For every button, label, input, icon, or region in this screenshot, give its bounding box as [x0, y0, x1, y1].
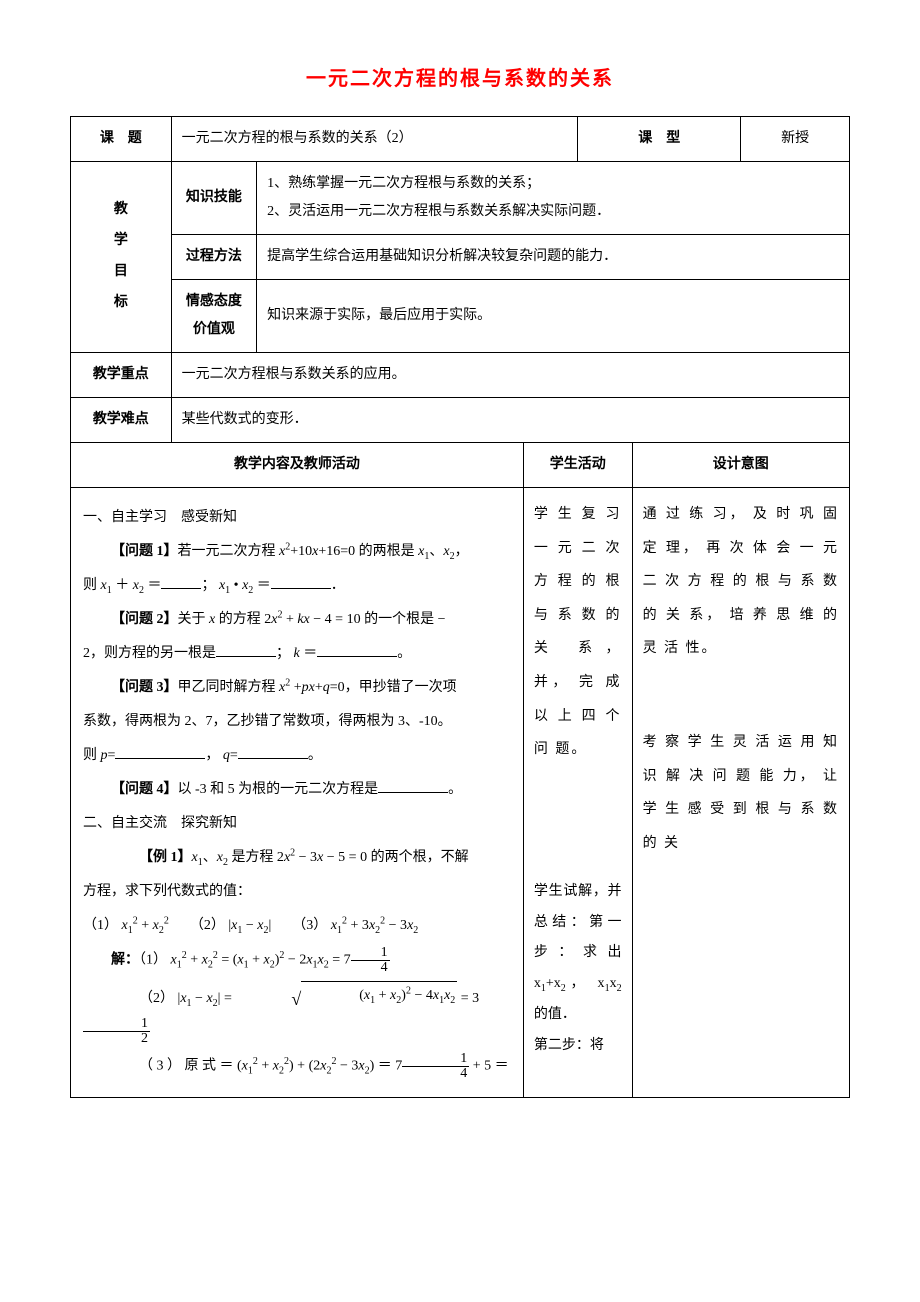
- col3-header: 设计意图: [632, 443, 849, 488]
- page-title: 一元二次方程的根与系数的关系: [70, 60, 850, 98]
- obj-process-label: 过程方法: [171, 235, 257, 280]
- q3-line3: 则 p=， q=。: [83, 742, 511, 770]
- kexing-label: 课 型: [578, 117, 741, 162]
- q4-label: 【问题 4】: [111, 782, 178, 797]
- header-row: 课 题 一元二次方程的根与系数的关系（2） 课 型 新授: [71, 117, 850, 162]
- content-row: 一、自主学习 感受新知 【问题 1】若一元二次方程 x2+10x+16=0 的两…: [71, 488, 850, 1098]
- activity-block2a: 学生试解，并总结：第一步：求出 x1+x2， x1x2 的值．: [534, 877, 622, 1031]
- keti-value: 一元二次方程的根与系数的关系（2）: [171, 117, 578, 162]
- obj-row-1: 教学目标 知识技能 1、熟练掌握一元二次方程根与系数的关系； 2、灵活运用一元二…: [71, 162, 850, 235]
- focus-nandian-text: 某些代数式的变形．: [171, 398, 849, 443]
- obj-row-2: 过程方法 提高学生综合运用基础知识分析解决较复杂问题的能力．: [71, 235, 850, 280]
- obj-stub: 教学目标: [71, 162, 172, 353]
- ex1-items: （1） x12 + x22 （2） |x1 − x2| （3） x12 + 3x…: [83, 912, 511, 940]
- focus-zhongdian-label: 教学重点: [71, 353, 172, 398]
- sol-label: 解：: [111, 953, 139, 968]
- q4-blank: [378, 779, 448, 793]
- ex1: 【例 1】x1、x2 是方程 2x2 − 3x − 5 = 0 的两个根，不解: [83, 844, 511, 872]
- obj-process-text: 提高学生综合运用基础知识分析解决较复杂问题的能力．: [257, 235, 850, 280]
- q1-blank1: [161, 575, 201, 589]
- obj-values-text: 知识来源于实际，最后应用于实际。: [257, 280, 850, 353]
- obj-row-3: 情感态度价值观 知识来源于实际，最后应用于实际。: [71, 280, 850, 353]
- sol1: 解：（1） x12 + x22 = (x1 + x2)2 − 2x1x2 = 7…: [83, 946, 511, 975]
- section2-title: 二、自主交流 探究新知: [83, 810, 511, 838]
- q3-line2: 系数，得两根为 2、7，乙抄错了常数项，得两根为 3、-10。: [83, 708, 511, 736]
- q3-label: 【问题 3】: [111, 680, 178, 695]
- focus-row-2: 教学难点 某些代数式的变形．: [71, 398, 850, 443]
- keti-label: 课 题: [71, 117, 172, 162]
- intent-block1: 通 过 练 习， 及 时 巩 固 定 理， 再 次 体 会 一 元 二 次 方 …: [643, 498, 839, 666]
- focus-zhongdian-text: 一元二次方程根与系数关系的应用。: [171, 353, 849, 398]
- focus-row-1: 教学重点 一元二次方程根与系数关系的应用。: [71, 353, 850, 398]
- obj-knowledge-l2: 2、灵活运用一元二次方程根与系数关系解决实际问题．: [267, 198, 839, 226]
- q3-blank2: [238, 745, 308, 759]
- teaching-content: 一、自主学习 感受新知 【问题 1】若一元二次方程 x2+10x+16=0 的两…: [71, 488, 524, 1098]
- student-activity: 学 生 复 习 一 元 二 次 方 程 的 根 与 系 数 的 关 系， 并， …: [523, 488, 632, 1098]
- q1: 【问题 1】若一元二次方程 x2+10x+16=0 的两根是 x1、x2，: [83, 538, 511, 566]
- kexing-value: 新授: [741, 117, 850, 162]
- q2: 【问题 2】关于 x 的方程 2x2 + kx − 4 = 10 的一个根是 −: [83, 606, 511, 634]
- obj-values-label: 情感态度价值观: [171, 280, 257, 353]
- col2-header: 学生活动: [523, 443, 632, 488]
- lesson-plan-table: 课 题 一元二次方程的根与系数的关系（2） 课 型 新授 教学目标 知识技能 1…: [70, 116, 850, 1098]
- sol3: （ 3 ） 原 式 ＝ (x12 + x22) + (2x22 − 3x2) ＝…: [83, 1052, 511, 1081]
- section1-title: 一、自主学习 感受新知: [83, 504, 511, 532]
- col1-header: 教学内容及教师活动: [71, 443, 524, 488]
- obj-knowledge-l1: 1、熟练掌握一元二次方程根与系数的关系；: [267, 170, 839, 198]
- ex1-line2: 方程，求下列代数式的值：: [83, 878, 511, 906]
- q4: 【问题 4】以 -3 和 5 为根的一元二次方程是。: [83, 776, 511, 804]
- q2-blank1: [216, 643, 276, 657]
- activity-block1: 学 生 复 习 一 元 二 次 方 程 的 根 与 系 数 的 关 系， 并， …: [534, 498, 622, 767]
- q1-line2: 则 x1 ＋ x2 ＝； x1 • x2 ＝．: [83, 572, 511, 600]
- q1-label: 【问题 1】: [111, 544, 178, 559]
- q3-blank1: [115, 745, 205, 759]
- ex1-label: 【例 1】: [139, 850, 192, 865]
- q3: 【问题 3】甲乙同时解方程 x2 +px+q=0，甲抄错了一次项: [83, 674, 511, 702]
- q4-text: 以 -3 和 5 为根的一元二次方程是: [178, 782, 379, 797]
- q2-blank2: [317, 643, 397, 657]
- activity-block2b: 第二步：将: [534, 1031, 622, 1062]
- three-col-header: 教学内容及教师活动 学生活动 设计意图: [71, 443, 850, 488]
- focus-nandian-label: 教学难点: [71, 398, 172, 443]
- q1-a: 若一元二次方程 x2+10x+16=0 的两根是 x1、x2，: [178, 544, 469, 559]
- obj-knowledge-label: 知识技能: [171, 162, 257, 235]
- obj-knowledge-text: 1、熟练掌握一元二次方程根与系数的关系； 2、灵活运用一元二次方程根与系数关系解…: [257, 162, 850, 235]
- q2-label: 【问题 2】: [111, 612, 178, 627]
- sol2: （2） |x1 − x2| = √(x1 + x2)2 − 4x1x2 = 31…: [83, 981, 511, 1046]
- design-intent: 通 过 练 习， 及 时 巩 固 定 理， 再 次 体 会 一 元 二 次 方 …: [632, 488, 849, 1098]
- q1-blank2: [271, 575, 331, 589]
- q2-line2: 2，则方程的另一根是； k ＝。: [83, 640, 511, 668]
- intent-block2: 考 察 学 生 灵 活 运 用 知 识 解 决 问 题 能 力， 让 学 生 感…: [643, 726, 839, 860]
